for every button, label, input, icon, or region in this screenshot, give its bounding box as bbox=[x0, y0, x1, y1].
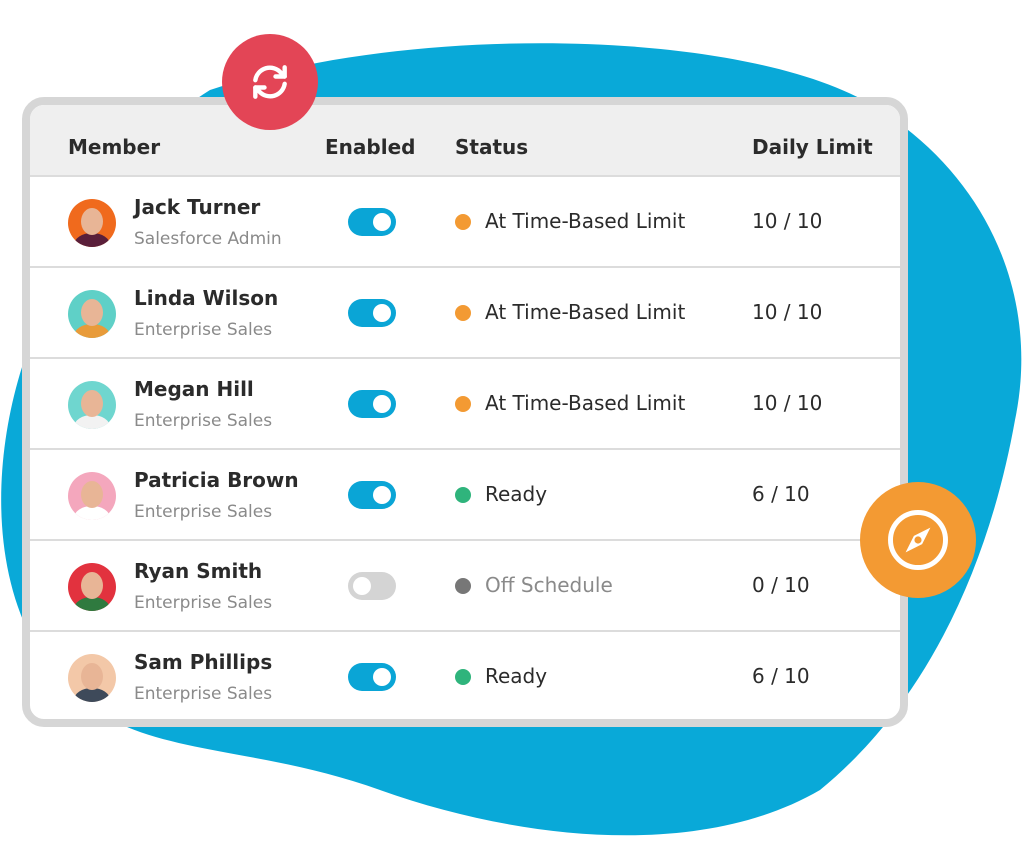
table-row: Jack Turner Salesforce Admin At Time-Bas… bbox=[30, 177, 900, 268]
column-status: Status bbox=[455, 135, 529, 159]
status-dot-icon bbox=[455, 396, 471, 412]
status-dot-icon bbox=[455, 305, 471, 321]
member-name: Linda Wilson bbox=[134, 286, 279, 310]
enabled-toggle[interactable] bbox=[348, 208, 396, 236]
status-text: At Time-Based Limit bbox=[485, 300, 686, 324]
column-daily-limit: Daily Limit bbox=[752, 135, 873, 159]
avatar bbox=[68, 472, 116, 520]
member-role: Salesforce Admin bbox=[134, 229, 282, 249]
table-row: Megan Hill Enterprise Sales At Time-Base… bbox=[30, 359, 900, 450]
member-name: Sam Phillips bbox=[134, 650, 273, 674]
avatar bbox=[68, 199, 116, 247]
status-text: Ready bbox=[485, 482, 548, 506]
member-name: Patricia Brown bbox=[134, 468, 299, 492]
daily-limit: 10 / 10 bbox=[752, 300, 823, 324]
table-row: Sam Phillips Enterprise Sales Ready 6 / … bbox=[30, 632, 900, 719]
member-role: Enterprise Sales bbox=[134, 684, 273, 704]
column-enabled: Enabled bbox=[325, 135, 416, 159]
daily-limit: 6 / 10 bbox=[752, 664, 810, 688]
compass-icon[interactable] bbox=[860, 482, 976, 598]
daily-limit: 0 / 10 bbox=[752, 573, 810, 597]
daily-limit: 6 / 10 bbox=[752, 482, 810, 506]
member-role: Enterprise Sales bbox=[134, 411, 273, 431]
members-table: Member Enabled Status Daily Limit Jack T… bbox=[22, 97, 908, 727]
status-text: Ready bbox=[485, 664, 548, 688]
toggle-knob bbox=[373, 213, 391, 231]
table-row: Patricia Brown Enterprise Sales Ready 6 … bbox=[30, 450, 900, 541]
column-member: Member bbox=[68, 135, 161, 159]
table-header: Member Enabled Status Daily Limit bbox=[30, 105, 900, 177]
avatar bbox=[68, 381, 116, 429]
member-role: Enterprise Sales bbox=[134, 593, 273, 613]
status-text: At Time-Based Limit bbox=[485, 209, 686, 233]
toggle-knob bbox=[353, 577, 371, 595]
member-name: Jack Turner bbox=[134, 195, 261, 219]
enabled-toggle[interactable] bbox=[348, 572, 396, 600]
avatar bbox=[68, 290, 116, 338]
status-dot-icon bbox=[455, 578, 471, 594]
status-text: At Time-Based Limit bbox=[485, 391, 686, 415]
sync-icon[interactable] bbox=[222, 34, 318, 130]
avatar bbox=[68, 563, 116, 611]
enabled-toggle[interactable] bbox=[348, 663, 396, 691]
daily-limit: 10 / 10 bbox=[752, 391, 823, 415]
member-name: Ryan Smith bbox=[134, 559, 263, 583]
enabled-toggle[interactable] bbox=[348, 390, 396, 418]
enabled-toggle[interactable] bbox=[348, 481, 396, 509]
toggle-knob bbox=[373, 395, 391, 413]
toggle-knob bbox=[373, 668, 391, 686]
table-row: Linda Wilson Enterprise Sales At Time-Ba… bbox=[30, 268, 900, 359]
member-role: Enterprise Sales bbox=[134, 502, 273, 522]
status-text: Off Schedule bbox=[485, 573, 613, 597]
enabled-toggle[interactable] bbox=[348, 299, 396, 327]
status-dot-icon bbox=[455, 214, 471, 230]
toggle-knob bbox=[373, 486, 391, 504]
avatar bbox=[68, 654, 116, 702]
daily-limit: 10 / 10 bbox=[752, 209, 823, 233]
member-role: Enterprise Sales bbox=[134, 320, 273, 340]
status-dot-icon bbox=[455, 487, 471, 503]
table-row: Ryan Smith Enterprise Sales Off Schedule… bbox=[30, 541, 900, 632]
status-dot-icon bbox=[455, 669, 471, 685]
toggle-knob bbox=[373, 304, 391, 322]
member-name: Megan Hill bbox=[134, 377, 254, 401]
